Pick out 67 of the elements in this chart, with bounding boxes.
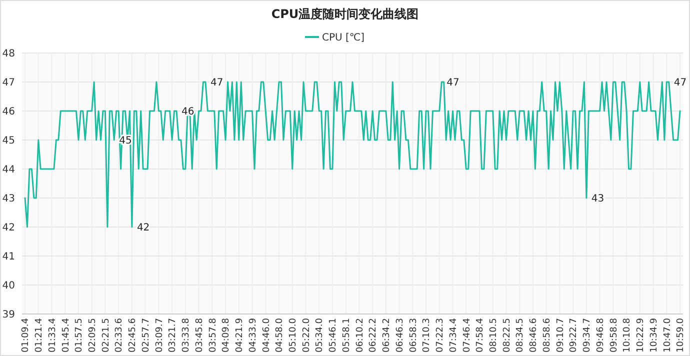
data-label: 47 xyxy=(446,78,460,88)
x-tick-label: 06:10.2 xyxy=(355,318,366,353)
x-tick-label: 02:33.6 xyxy=(114,318,125,353)
chart-title: CPU温度随时间变化曲线图 xyxy=(271,7,419,21)
y-tick-label: 43 xyxy=(2,194,15,204)
x-tick-label: 04:33.9 xyxy=(248,318,258,353)
x-tick-label: 01:33.4 xyxy=(48,318,58,353)
x-tick-label: 02:57.7 xyxy=(141,318,152,353)
x-tick-label: 05:22.0 xyxy=(302,318,312,353)
y-tick-label: 39 xyxy=(2,310,15,320)
x-tick-label: 04:09.8 xyxy=(222,318,232,353)
x-tick-label: 02:21.5 xyxy=(101,318,112,353)
x-tick-label: 06:58.3 xyxy=(408,318,419,353)
x-tick-label: 03:09.7 xyxy=(154,318,165,353)
y-tick-label: 47 xyxy=(2,78,15,88)
x-tick-label: 05:58.1 xyxy=(342,318,352,353)
x-tick-label: 04:46.0 xyxy=(262,318,272,353)
x-tick-label: 09:22.7 xyxy=(569,318,580,353)
y-tick-label: 45 xyxy=(2,136,15,146)
x-tick-label: 07:46.4 xyxy=(462,318,472,353)
x-tick-label: 03:33.8 xyxy=(182,318,192,353)
y-tick-label: 44 xyxy=(2,164,15,176)
x-tick-label: 03:57.8 xyxy=(208,318,218,353)
x-tick-label: 01:21.4 xyxy=(34,318,45,353)
x-tick-label: 10:59.0 xyxy=(676,318,686,353)
x-tick-label: 08:10.5 xyxy=(489,318,500,353)
x-tick-label: 01:57.5 xyxy=(74,318,85,353)
x-tick-label: 05:46.1 xyxy=(328,318,339,353)
x-tick-label: 10:47.0 xyxy=(662,318,673,353)
x-tick-label: 02:09.5 xyxy=(88,318,98,353)
x-tick-label: 06:34.2 xyxy=(382,318,392,353)
x-tick-label: 05:10.0 xyxy=(288,318,298,353)
x-tick-label: 02:45.6 xyxy=(128,318,138,353)
x-tick-label: 08:46.6 xyxy=(529,318,540,353)
x-tick-label: 03:45.8 xyxy=(194,318,205,353)
x-tick-label: 04:58.0 xyxy=(275,318,286,353)
x-tick-label: 09:10.7 xyxy=(556,318,566,353)
y-tick-label: 41 xyxy=(2,252,15,262)
legend-label: CPU [℃] xyxy=(322,32,365,44)
data-label: 42 xyxy=(136,222,150,234)
x-tick-label: 06:46.3 xyxy=(395,318,406,353)
x-tick-label: 09:34.7 xyxy=(582,318,593,353)
x-tick-label: 08:58.6 xyxy=(542,318,552,353)
x-tick-label: 01:09.4 xyxy=(21,318,32,353)
x-tick-label: 05:34.0 xyxy=(315,318,326,353)
y-tick-label: 46 xyxy=(2,106,15,118)
x-tick-label: 07:22.3 xyxy=(436,318,446,353)
y-tick-label: 42 xyxy=(2,222,15,234)
x-tick-label: 04:21.9 xyxy=(235,318,246,353)
x-tick-label: 10:22.9 xyxy=(636,318,646,353)
data-label: 47 xyxy=(210,78,224,88)
x-tick-label: 07:58.4 xyxy=(476,318,486,353)
x-tick-label: 01:45.4 xyxy=(61,318,72,353)
data-label: 47 xyxy=(674,78,687,88)
x-tick-label: 06:22.2 xyxy=(368,318,379,353)
x-tick-label: 09:58.8 xyxy=(609,318,620,353)
x-tick-label: 07:10.3 xyxy=(422,318,432,353)
x-tick-label: 07:34.4 xyxy=(448,318,459,353)
x-tick-label: 09:46.8 xyxy=(596,318,606,353)
data-label: 43 xyxy=(591,194,604,204)
y-tick-label: 48 xyxy=(2,48,15,60)
x-tick-label: 10:10.8 xyxy=(622,318,633,353)
x-tick-label: 10:34.9 xyxy=(649,318,660,353)
x-tick-label: 03:21.7 xyxy=(168,318,178,353)
y-tick-label: 40 xyxy=(2,280,15,292)
x-tick-label: 08:22.5 xyxy=(502,318,512,353)
x-tick-label: 08:34.5 xyxy=(516,318,526,353)
